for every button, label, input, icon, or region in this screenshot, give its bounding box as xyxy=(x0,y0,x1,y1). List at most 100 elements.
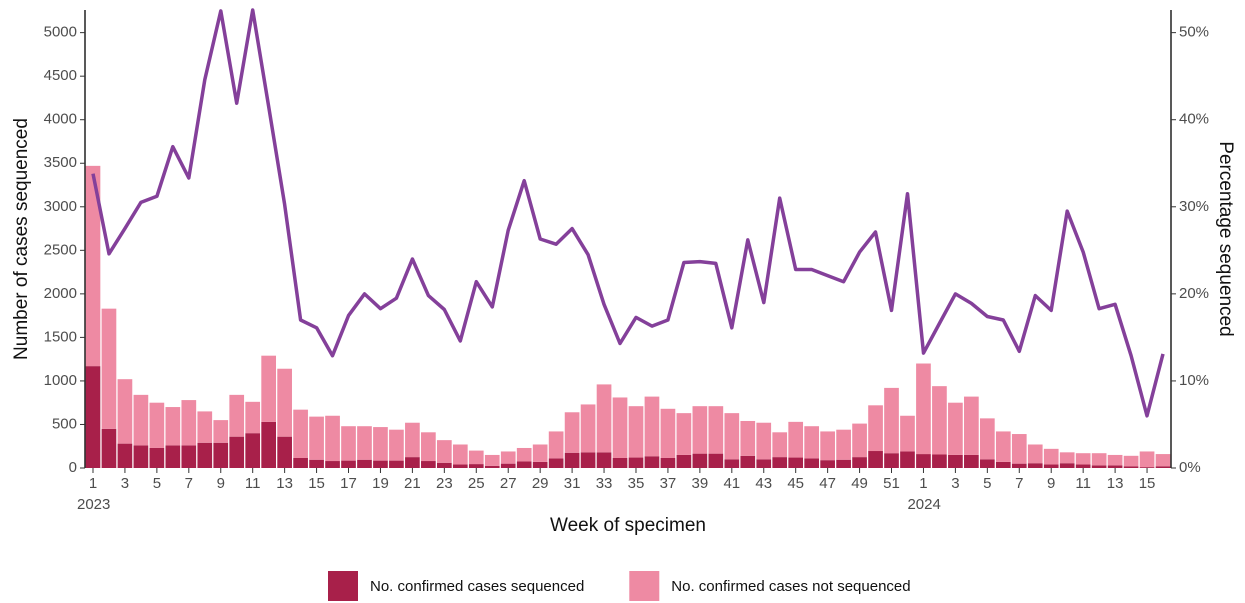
x-tick-label: 9 xyxy=(1047,475,1055,492)
x-tick-label: 29 xyxy=(532,475,549,492)
x-tick-label: 7 xyxy=(1015,475,1023,492)
bar xyxy=(484,454,500,466)
bar xyxy=(740,455,756,468)
bar xyxy=(213,420,229,443)
bar xyxy=(101,428,117,468)
bar xyxy=(836,459,851,468)
bar xyxy=(964,454,979,468)
bar xyxy=(261,355,277,422)
bar xyxy=(165,407,181,446)
x-tick-label: 13 xyxy=(276,475,293,492)
bar xyxy=(964,396,979,455)
bar xyxy=(564,452,580,468)
y2-tick-label: 10% xyxy=(1179,372,1209,389)
bar xyxy=(245,433,261,468)
bar xyxy=(948,454,963,468)
bar xyxy=(452,444,468,465)
y-tick-label: 4500 xyxy=(44,67,77,84)
x-tick-label: 15 xyxy=(1139,475,1156,492)
bar xyxy=(740,420,756,456)
y2-tick-label: 20% xyxy=(1179,285,1209,302)
bar xyxy=(708,406,724,454)
bar xyxy=(564,412,580,453)
y2-tick-label: 30% xyxy=(1179,198,1209,215)
bar xyxy=(532,444,548,462)
bar xyxy=(868,451,883,468)
bar xyxy=(421,461,436,468)
bar xyxy=(676,454,692,468)
bar xyxy=(1059,463,1075,468)
bar xyxy=(948,402,963,455)
bar xyxy=(516,447,532,462)
bar xyxy=(820,431,835,461)
bar xyxy=(1123,466,1139,468)
bar xyxy=(341,460,356,468)
x-tick-label: 39 xyxy=(692,475,709,492)
bar xyxy=(181,400,197,446)
bar xyxy=(868,405,883,452)
bar xyxy=(309,416,324,460)
bar xyxy=(1011,434,1027,464)
bar xyxy=(309,459,324,468)
bar xyxy=(756,459,772,468)
bar xyxy=(979,418,995,460)
bar xyxy=(932,386,947,455)
bar xyxy=(676,413,692,455)
bar xyxy=(117,379,133,444)
x-tick-label: 23 xyxy=(436,475,453,492)
x-tick-label: 17 xyxy=(340,475,357,492)
bar xyxy=(1043,448,1059,465)
legend-swatch xyxy=(629,571,660,601)
bar xyxy=(117,443,133,468)
bar xyxy=(1155,466,1171,468)
bar xyxy=(900,451,915,468)
y-axis-title: Number of cases sequenced xyxy=(11,118,32,360)
year-label: 2024 xyxy=(907,496,940,513)
bar xyxy=(1027,463,1043,468)
bar xyxy=(724,413,740,460)
bar xyxy=(692,406,708,454)
bar xyxy=(373,460,388,468)
bar xyxy=(468,464,484,468)
bar xyxy=(1043,464,1059,468)
bar xyxy=(405,457,420,468)
x-tick-label: 13 xyxy=(1107,475,1124,492)
bar xyxy=(357,459,372,468)
y-tick-label: 0 xyxy=(69,459,77,476)
line xyxy=(91,8,1165,418)
y-tick-label: 3500 xyxy=(44,154,77,171)
x-tick-label: 33 xyxy=(596,475,613,492)
x-tick-label: 7 xyxy=(185,475,193,492)
bar xyxy=(293,409,308,458)
x-tick-label: 9 xyxy=(217,475,225,492)
y2-tick-label: 0% xyxy=(1179,459,1201,476)
y-tick-label: 1000 xyxy=(44,372,77,389)
bar xyxy=(660,457,676,468)
x-tick-label: 49 xyxy=(851,475,868,492)
bar xyxy=(197,411,213,443)
bar xyxy=(852,457,867,468)
bar xyxy=(165,445,181,468)
bar xyxy=(916,454,931,468)
y-tick-label: 3000 xyxy=(44,198,77,215)
bar xyxy=(149,447,165,468)
bar xyxy=(1075,453,1091,465)
bar xyxy=(612,397,628,458)
bar xyxy=(804,426,820,459)
bar xyxy=(788,421,804,458)
bar xyxy=(101,308,117,429)
bar xyxy=(916,363,931,455)
x-tick-label: 1 xyxy=(919,475,927,492)
bar xyxy=(788,457,804,468)
x-tick-label: 5 xyxy=(153,475,161,492)
bar xyxy=(1011,463,1027,468)
bar xyxy=(229,436,245,468)
bar xyxy=(532,461,548,468)
y-tick-label: 2500 xyxy=(44,241,77,258)
bar xyxy=(229,394,245,437)
x-tick-label: 19 xyxy=(372,475,389,492)
y-tick-label: 1500 xyxy=(44,328,77,345)
bar xyxy=(436,462,452,468)
y-tick-label: 4000 xyxy=(44,111,77,128)
